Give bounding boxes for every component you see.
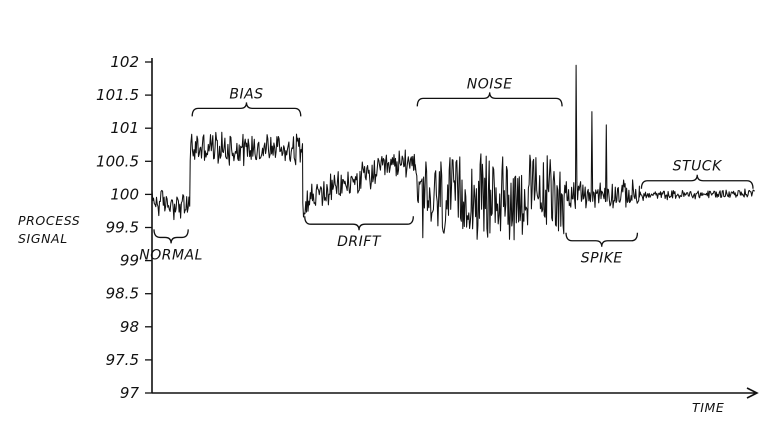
segment-brace xyxy=(191,102,302,117)
segment-brace xyxy=(153,229,189,244)
segment-brace xyxy=(416,92,563,107)
y-axis-title-line-2: SIGNAL xyxy=(18,231,68,246)
y-tick-label: 100 xyxy=(110,185,139,203)
segment-braces: NORMAL BIAS DRIFT NOISE SPIKE STUCK xyxy=(139,76,754,267)
signal-series xyxy=(151,64,756,241)
segment-label: STUCK xyxy=(673,159,723,175)
y-tick-label: 101 xyxy=(110,119,139,137)
segment-label: NORMAL xyxy=(139,247,203,263)
y-axis-title: PROCESS SIGNAL xyxy=(18,213,80,246)
segment-label: SPIKE xyxy=(581,251,623,267)
segment-label: BIAS xyxy=(229,86,263,102)
x-axis-title: TIME xyxy=(692,400,724,415)
x-axis: TIME xyxy=(152,387,759,415)
segment-brace xyxy=(640,174,754,189)
segment-brace xyxy=(565,232,639,247)
segment-label: DRIFT xyxy=(337,234,382,250)
y-tick-label: 97 xyxy=(120,384,140,402)
segment-brace xyxy=(304,216,414,231)
x-axis-line xyxy=(152,387,759,399)
y-tick-label: 98.5 xyxy=(106,285,139,303)
signal-line xyxy=(151,64,756,241)
y-tick-label: 98 xyxy=(120,318,139,336)
y-tick-label: 102 xyxy=(110,53,139,71)
y-tick-label: 97.5 xyxy=(106,351,139,369)
y-ticks: 102 101.5 101 100.5 100 99.5 99 98.5 98 97.5 97 xyxy=(96,53,152,402)
y-tick-label: 99.5 xyxy=(106,219,139,237)
y-tick-label: 100.5 xyxy=(96,152,139,170)
y-axis-title-line-1: PROCESS xyxy=(18,213,80,228)
y-tick-label: 101.5 xyxy=(96,86,139,104)
segment-label: NOISE xyxy=(467,76,513,92)
y-tick-label: 99 xyxy=(120,252,139,270)
